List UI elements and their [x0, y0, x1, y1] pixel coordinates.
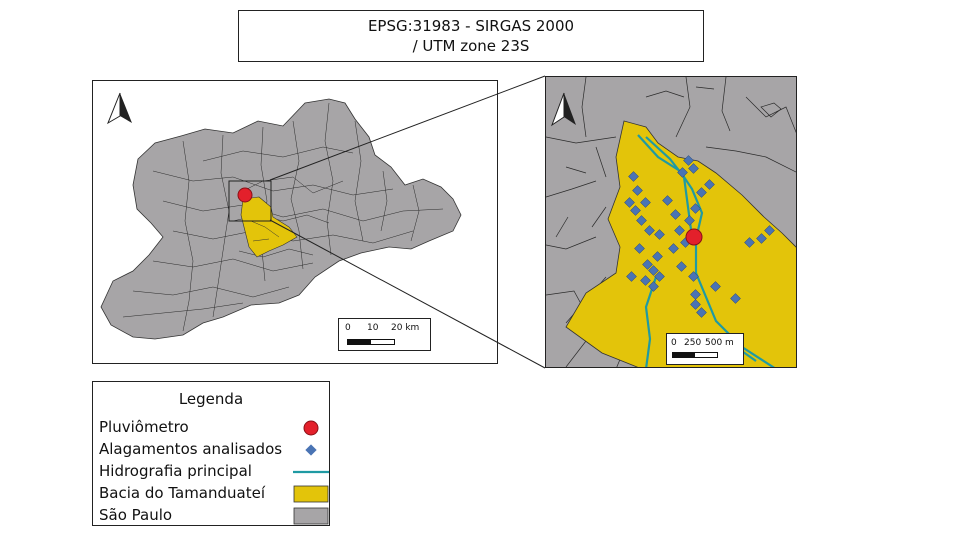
main-scale-label-10: 10 — [367, 323, 379, 333]
inset-map-frame: 0 250 500 m — [545, 76, 797, 368]
flood-point — [626, 271, 637, 282]
inset-extent — [228, 180, 272, 222]
main-scalebar: 0 10 20 km — [338, 318, 431, 351]
flood-point — [688, 163, 699, 174]
inset-scale-bar — [672, 352, 718, 358]
legend-title: Legenda — [178, 390, 244, 408]
flood-point — [634, 243, 645, 254]
main-scale-label-0: 0 — [345, 323, 351, 333]
inset-scale-label-500: 500 m — [705, 338, 734, 348]
flood-point — [628, 171, 639, 182]
legend: Legenda Pluviômetro Alagamentos analisad… — [92, 381, 330, 526]
north-arrow-icon — [550, 92, 576, 127]
flood-point — [648, 265, 659, 276]
main-rain-gauge — [237, 187, 253, 203]
flood-point — [654, 271, 665, 282]
title-line-2: / UTM zone 23S — [412, 37, 530, 55]
flood-point — [744, 237, 755, 248]
flood-point — [696, 187, 707, 198]
flood-point — [764, 225, 775, 236]
legend-item-pluviometro: Pluviômetro — [99, 418, 189, 436]
flood-point — [688, 271, 699, 282]
north-arrow-icon — [106, 92, 132, 125]
legend-item-sao-paulo: São Paulo — [99, 506, 173, 524]
inset-scalebar: 0 250 500 m — [666, 333, 744, 365]
red-circle-icon — [303, 420, 319, 436]
flood-point — [636, 215, 647, 226]
yellow-fill-icon — [293, 485, 329, 503]
inset-map — [546, 77, 796, 367]
flood-point — [670, 209, 681, 220]
flood-point — [652, 251, 663, 262]
flood-point — [624, 197, 635, 208]
legend-item-hidrografia: Hidrografia principal — [99, 462, 252, 480]
gray-fill-icon — [293, 507, 329, 525]
flood-point — [640, 197, 651, 208]
main-map — [100, 92, 462, 340]
main-scale-label-20: 20 km — [391, 323, 420, 333]
flood-point — [690, 289, 701, 300]
flood-point — [696, 307, 707, 318]
flood-point — [644, 225, 655, 236]
flood-point — [648, 281, 659, 292]
title-line-1: EPSG:31983 - SIRGAS 2000 — [367, 17, 575, 35]
flood-point — [674, 225, 685, 236]
flood-point — [690, 203, 701, 214]
flood-point — [632, 185, 643, 196]
main-scale-bar — [347, 339, 395, 345]
flood-point — [730, 293, 741, 304]
inset-scale-label-250: 250 — [684, 338, 702, 348]
flood-point — [642, 259, 653, 270]
inset-scale-label-0: 0 — [671, 338, 677, 348]
legend-item-bacia: Bacia do Tamanduateí — [99, 484, 266, 502]
flood-point — [668, 243, 679, 254]
flood-point — [640, 275, 651, 286]
flood-point — [683, 155, 694, 166]
flood-point — [684, 215, 695, 226]
inset-tamanduatei-basin — [565, 120, 796, 367]
legend-item-alagamentos: Alagamentos analisados — [99, 440, 283, 458]
flood-point — [630, 205, 641, 216]
sao-paulo-municipality — [100, 98, 462, 340]
flood-point — [676, 261, 687, 272]
flood-point — [710, 281, 721, 292]
flood-points — [624, 155, 775, 318]
flood-point — [677, 167, 688, 178]
blue-diamond-icon — [305, 444, 317, 456]
flood-point — [662, 195, 673, 206]
flood-point — [704, 179, 715, 190]
flood-point — [654, 229, 665, 240]
flood-point — [690, 299, 701, 310]
teal-line-icon — [293, 470, 329, 474]
main-map-frame: 0 10 20 km — [92, 80, 498, 364]
map-title: EPSG:31983 - SIRGAS 2000 / UTM zone 23S — [238, 10, 704, 62]
inset-rain-gauge — [685, 228, 703, 246]
flood-point — [756, 233, 767, 244]
